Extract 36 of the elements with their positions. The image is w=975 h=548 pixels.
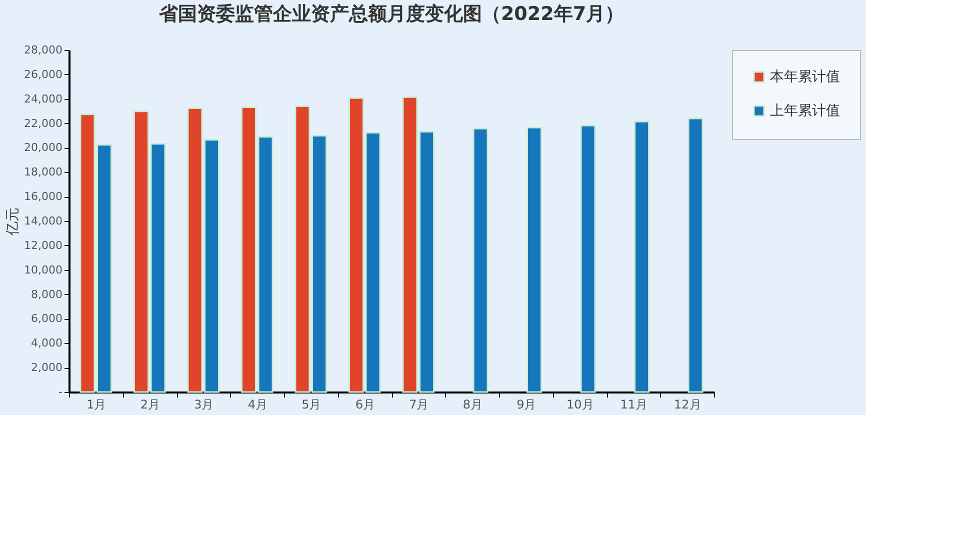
legend-label: 本年累计值 [770, 69, 840, 85]
x-tick-label: 9月 [516, 398, 536, 412]
y-tick-label: 14,000 [24, 214, 62, 228]
y-tick-label: 24,000 [24, 92, 62, 106]
x-tick-label: 5月 [302, 398, 322, 412]
y-axis-title: 亿元 [5, 208, 22, 236]
y-tick-label: 22,000 [24, 116, 62, 130]
y-tick-label: 12,000 [24, 238, 62, 252]
y-tick-label: 10,000 [24, 263, 62, 276]
x-tick-label: 2月 [140, 398, 160, 412]
y-tick-label: 16,000 [24, 190, 62, 204]
x-tick-label: 7月 [409, 398, 429, 412]
x-tick-label: 8月 [462, 398, 482, 412]
x-tick-label: 3月 [194, 398, 214, 412]
legend-label: 上年累计值 [770, 103, 840, 119]
bar [634, 120, 650, 393]
bar [688, 118, 704, 393]
x-tick-label: 6月 [355, 398, 375, 412]
y-tick-label: 20,000 [24, 141, 62, 154]
y-tick-label: 8,000 [31, 288, 62, 301]
y-tick-label: 26,000 [24, 68, 62, 81]
bar [580, 124, 596, 393]
x-tick-label: 10月 [566, 398, 594, 412]
y-tick-label: 6,000 [31, 312, 62, 326]
x-tick-label: 12月 [674, 398, 702, 412]
y-tick-label: - [58, 386, 63, 398]
y-tick-label: 4,000 [31, 336, 62, 350]
y-tick-label: 2,000 [31, 361, 62, 374]
y-tick-label: 18,000 [24, 166, 62, 179]
chart-title: 省国资委监管企业资产总额月度变化图（2022年7月） [158, 3, 624, 25]
y-tick-label: 28,000 [24, 44, 62, 56]
x-tick-label: 1月 [86, 398, 106, 412]
bar [472, 128, 488, 393]
bar [526, 126, 542, 393]
x-tick-label: 11月 [620, 398, 648, 412]
x-tick-label: 4月 [248, 398, 268, 412]
